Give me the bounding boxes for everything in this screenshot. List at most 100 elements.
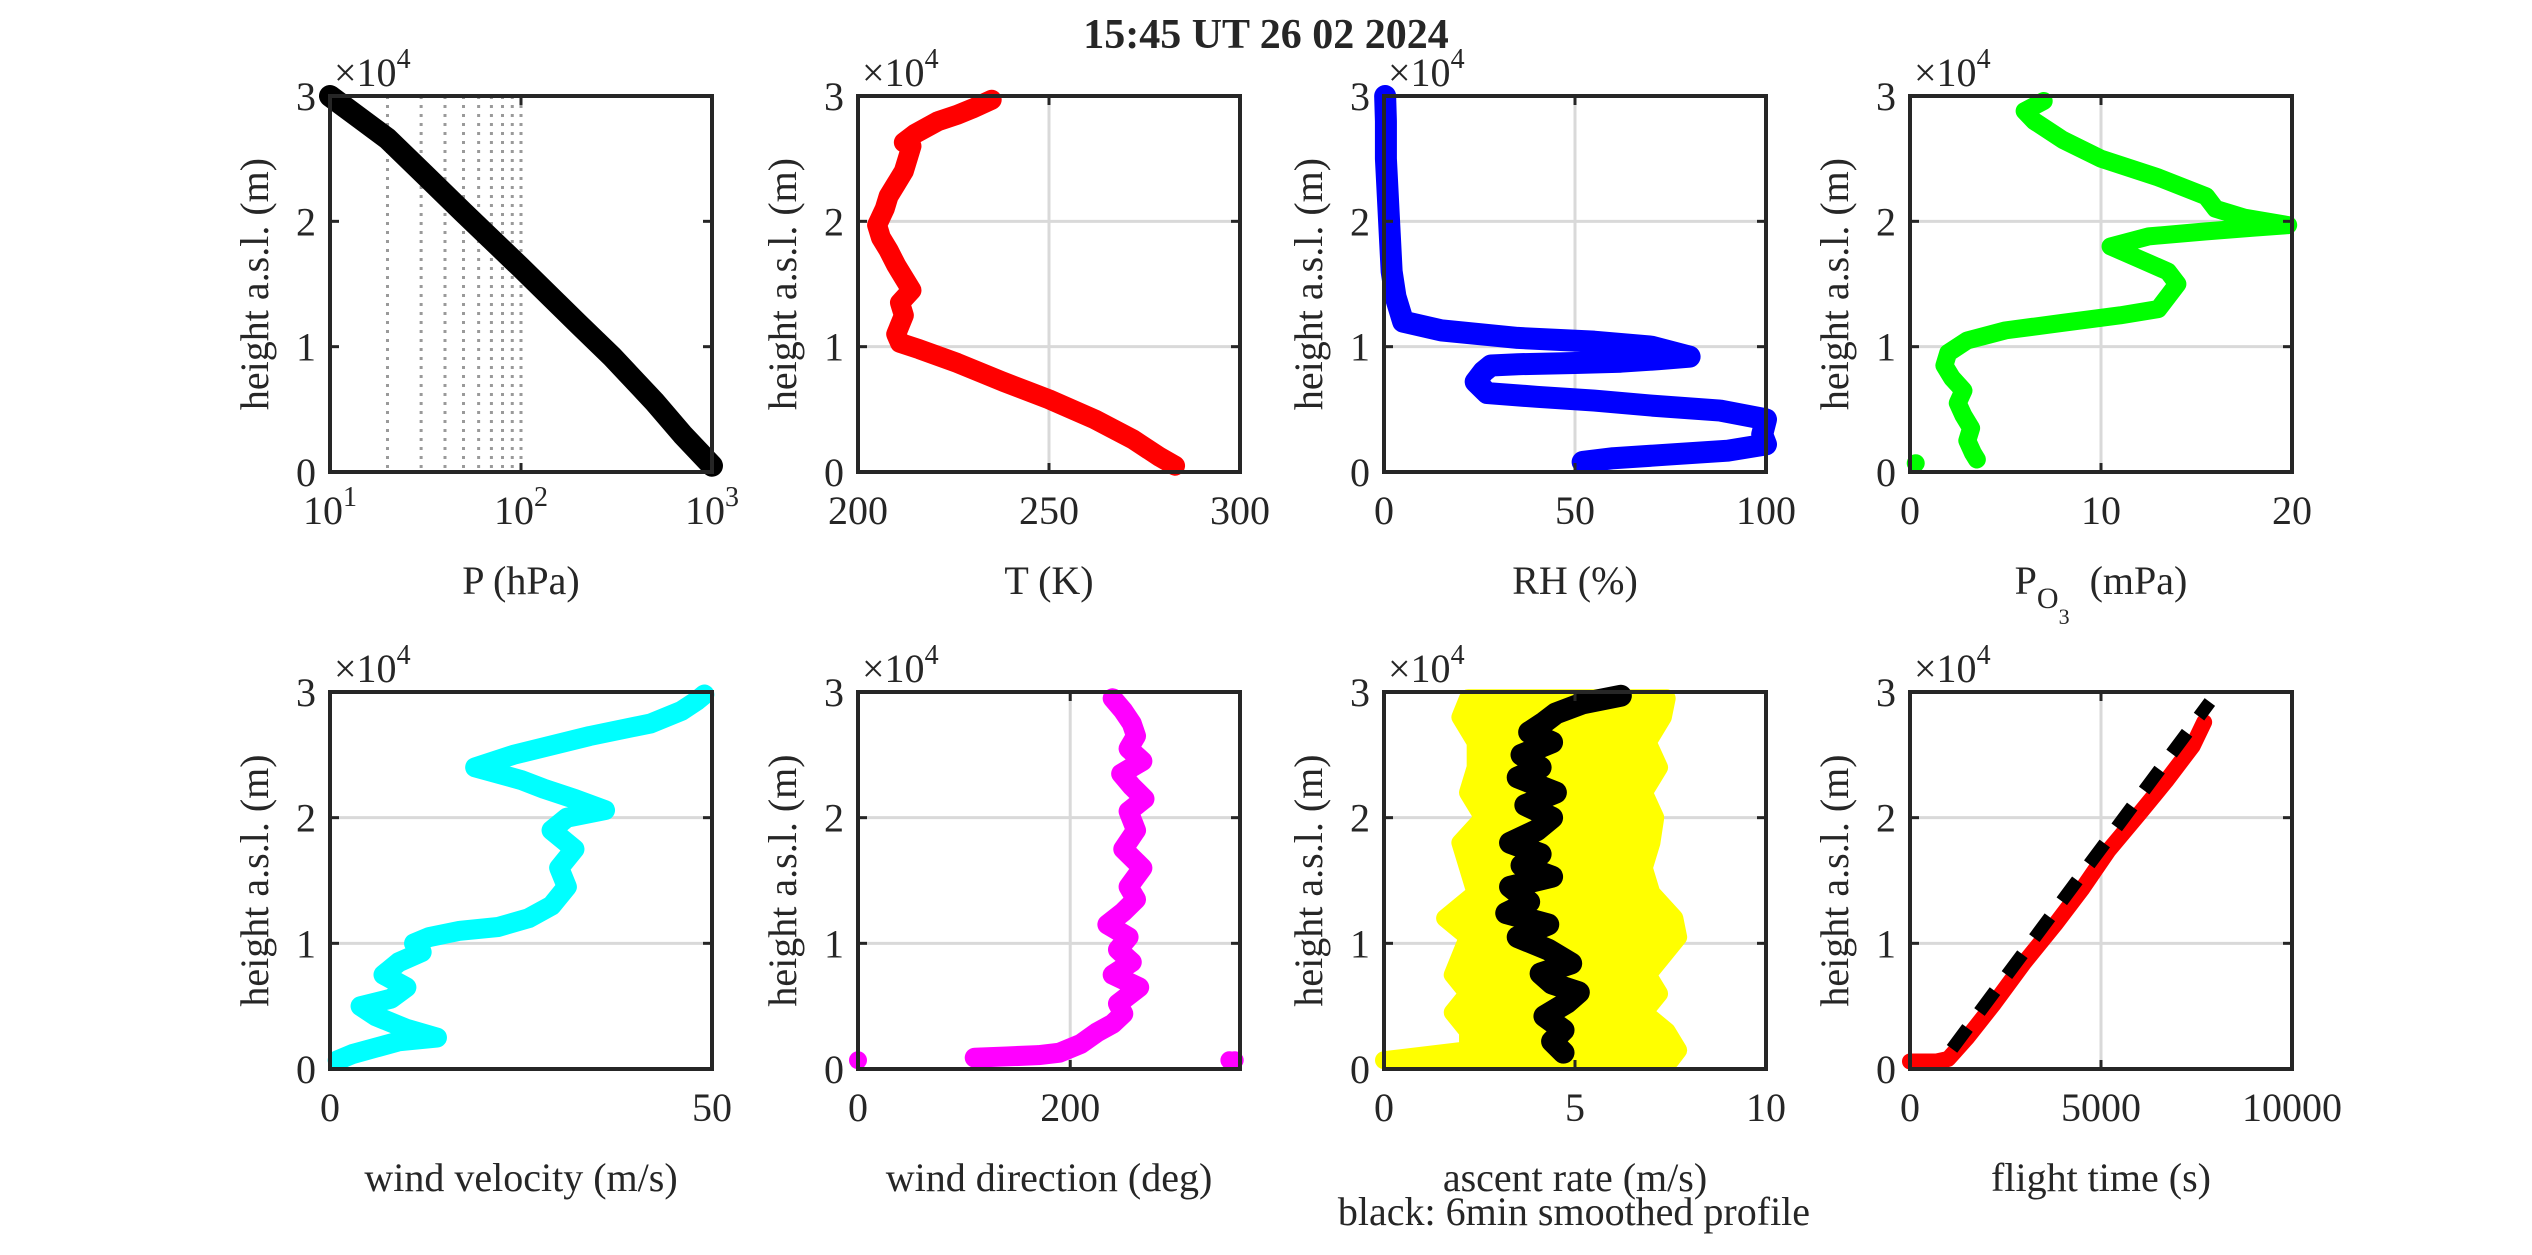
y-tick-label: 2 (296, 199, 316, 244)
x-tick-label: 0 (320, 1085, 340, 1130)
x-tick-label: 50 (1555, 488, 1595, 533)
y-exponent-label: ×104 (334, 640, 411, 691)
panel-ascent-rate: 0 5 10 0 1 2 3 ×104 ascent rate (m/s) height a.s.… (1286, 640, 1786, 1200)
x-tick-label: 10 (1746, 1085, 1786, 1130)
x-tick-label: 0 (848, 1085, 868, 1130)
x-axis-label: flight time (s) (1991, 1155, 2211, 1200)
y-exponent-label: ×104 (862, 640, 939, 691)
x-tick-label: 10 (2081, 488, 2121, 533)
y-tick-label: 1 (1350, 921, 1370, 966)
figure-footnote: black: 6min smoothed profile (1338, 1189, 1810, 1234)
y-tick-label: 1 (824, 325, 844, 370)
y-axis-label: height a.s.l. (m) (232, 158, 277, 410)
y-exponent-label: ×104 (334, 44, 411, 95)
y-exponent-label: ×104 (1914, 44, 1991, 95)
y-exponent-label: ×104 (1388, 44, 1465, 95)
y-tick-label: 3 (1876, 74, 1896, 119)
y-tick-label: 3 (296, 670, 316, 715)
y-axis-label: height a.s.l. (m) (1812, 754, 1857, 1006)
y-tick-label: 1 (1876, 325, 1896, 370)
y-tick-label: 3 (1350, 670, 1370, 715)
y-axis-label: height a.s.l. (m) (760, 754, 805, 1006)
data-point (1220, 1051, 1239, 1070)
figure-title: 15:45 UT 26 02 2024 (1083, 12, 1449, 58)
plot-area (1902, 698, 2216, 1070)
x-tick-label: 0 (1900, 1085, 1920, 1130)
y-tick-label: 1 (1350, 325, 1370, 370)
plot-area (1375, 684, 1688, 1070)
y-axis-label: height a.s.l. (m) (1286, 158, 1331, 410)
series-line (327, 684, 715, 1071)
y-tick-label: 1 (1876, 921, 1896, 966)
series-line (319, 85, 723, 477)
y-tick-label: 3 (296, 74, 316, 119)
y-tick-label: 3 (1876, 670, 1896, 715)
y-tick-label: 0 (824, 1047, 844, 1092)
series-line (1374, 85, 1777, 473)
plot-area (327, 684, 715, 1071)
y-exponent-label: ×104 (1914, 640, 1991, 691)
x-tick-label: 0 (1374, 488, 1394, 533)
x-tick-label: 200 (1040, 1085, 1100, 1130)
x-axis-label: P (hPa) (462, 558, 579, 603)
y-axis-label: height a.s.l. (m) (232, 754, 277, 1006)
y-axis-label: height a.s.l. (m) (760, 158, 805, 410)
y-tick-label: 3 (1350, 74, 1370, 119)
y-tick-label: 2 (296, 796, 316, 841)
series-line (1935, 92, 2298, 469)
x-tick-label: 5 (1565, 1085, 1585, 1130)
x-tick-label: 250 (1019, 488, 1079, 533)
axes-box (856, 690, 1242, 1071)
panel-wind-direction: 0 200 0 1 2 3 ×104 wind direction (deg) height a… (760, 640, 1244, 1200)
series-line (1495, 684, 1632, 1064)
y-tick-label: 1 (296, 921, 316, 966)
plot-area (319, 85, 723, 477)
x-axis-label: RH (%) (1512, 558, 1638, 603)
y-tick-label: 0 (1876, 450, 1896, 495)
y-exponent-label: ×104 (862, 44, 939, 95)
series-line (964, 688, 1155, 1068)
x-tick-label: 101 (303, 482, 357, 533)
x-tick-label: 0 (1900, 488, 1920, 533)
x-tick-label: 103 (685, 482, 739, 533)
x-axis-label: ascent rate (m/s) (1443, 1155, 1707, 1200)
axes-box (328, 690, 714, 1071)
y-tick-label: 0 (824, 450, 844, 495)
panel-ozone: 0 10 20 0 1 2 3 ×104 PO3 (mPa) height a.s.l. (m) (1812, 44, 2312, 629)
x-tick-label: 5000 (2061, 1085, 2141, 1130)
plot-area (867, 89, 1186, 476)
panel-wind-velocity: 0 50 0 1 2 3 ×104 wind velocity (m/s) height a.s… (232, 640, 732, 1200)
x-tick-label: 10000 (2242, 1085, 2342, 1130)
y-tick-label: 2 (1876, 796, 1896, 841)
panel-pressure: 101 102 103 0 1 2 3 ×104 P (hPa) height a.s.l. (m… (232, 44, 739, 603)
y-tick-label: 1 (296, 325, 316, 370)
y-tick-label: 3 (824, 74, 844, 119)
y-tick-label: 2 (1876, 199, 1896, 244)
y-tick-label: 2 (824, 796, 844, 841)
y-tick-label: 2 (1350, 796, 1370, 841)
y-axis-label: height a.s.l. (m) (1286, 754, 1331, 1006)
panel-flight-time: 0 5000 10000 0 1 2 3 ×104 flight time (s) height … (1812, 640, 2342, 1200)
panel-humidity: 0 50 100 0 1 2 3 ×104 RH (%) height a.s.l. (m) (1286, 44, 1796, 603)
series-line (867, 89, 1186, 476)
x-tick-label: 102 (494, 482, 548, 533)
x-tick-label: 50 (692, 1085, 732, 1130)
y-tick-label: 3 (824, 670, 844, 715)
series-line (1902, 714, 2213, 1070)
x-tick-label: 100 (1736, 488, 1796, 533)
y-tick-label: 1 (824, 921, 844, 966)
y-tick-label: 0 (1350, 450, 1370, 495)
panel-temperature: 200 250 300 0 1 2 3 ×104 T (K) height a.s.l. (m) (760, 44, 1270, 603)
y-tick-label: 0 (296, 1047, 316, 1092)
x-tick-label: 0 (1374, 1085, 1394, 1130)
plot-area (1374, 85, 1777, 473)
y-exponent-label: ×104 (1388, 640, 1465, 691)
x-tick-label: 300 (1210, 488, 1270, 533)
x-axis-label: PO3 (mPa) (2015, 558, 2188, 629)
y-tick-label: 2 (1350, 199, 1370, 244)
x-tick-label: 20 (2272, 488, 2312, 533)
x-axis-label: wind direction (deg) (886, 1155, 1213, 1200)
y-tick-label: 0 (1876, 1047, 1896, 1092)
